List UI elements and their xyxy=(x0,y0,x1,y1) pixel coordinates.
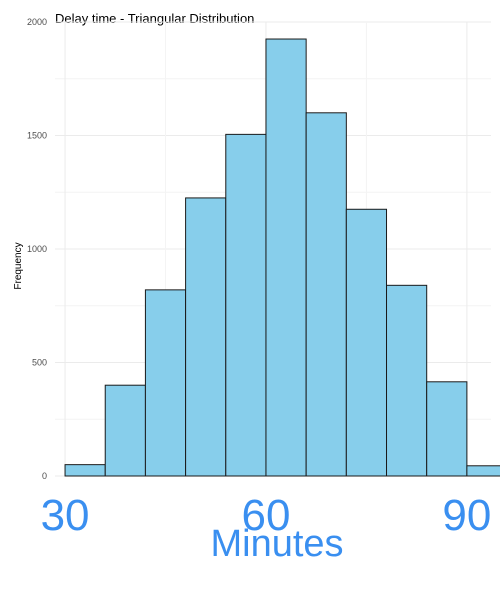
x-tick-label: 30 xyxy=(41,491,90,540)
histogram-bar-11 xyxy=(466,465,500,477)
histogram-bar-6 xyxy=(265,38,307,477)
histogram-bar-1 xyxy=(64,464,106,477)
histogram-bar-3 xyxy=(144,289,187,477)
histogram-bar-4 xyxy=(185,197,227,477)
histogram-bar-9 xyxy=(386,284,428,477)
y-tick-label: 2000 xyxy=(27,17,47,27)
bars xyxy=(64,38,500,477)
histogram-bar-10 xyxy=(426,381,468,477)
x-axis-ticks: 30 60 90 xyxy=(41,491,492,540)
y-tick-label: 0 xyxy=(42,471,47,481)
y-tick-label: 1000 xyxy=(27,244,47,254)
y-tick-label: 500 xyxy=(32,358,47,368)
x-tick-label: 90 xyxy=(442,491,491,540)
y-tick-label: 1500 xyxy=(27,131,47,141)
histogram-bar-7 xyxy=(305,112,347,477)
histogram-bar-2 xyxy=(104,384,146,477)
histogram-bar-8 xyxy=(345,208,388,477)
chart-title: Delay time - Triangular Distribution xyxy=(55,11,254,26)
histogram-bar-5 xyxy=(225,133,267,477)
y-axis-label: Frequency xyxy=(13,242,24,289)
x-tick-label: 60 xyxy=(241,491,290,540)
y-axis-ticks: 0 500 1000 1500 2000 xyxy=(27,17,47,481)
x-axis-label: Minutes xyxy=(210,523,343,565)
